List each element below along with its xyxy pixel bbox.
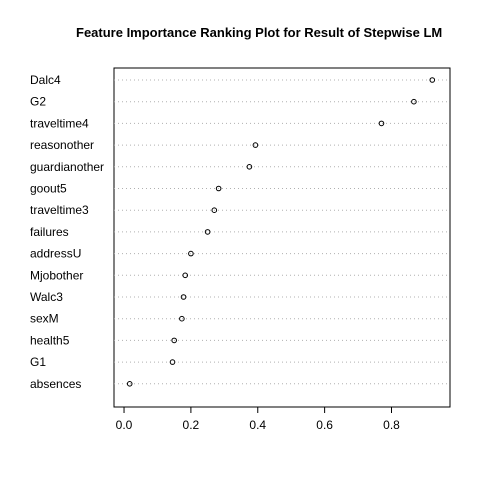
category-label: sexM — [30, 312, 59, 326]
x-tick-label: 0.6 — [316, 418, 333, 432]
category-label: Walc3 — [30, 290, 63, 304]
category-label: Mjobother — [30, 268, 83, 282]
data-point — [169, 359, 176, 365]
category-label: Dalc4 — [30, 73, 61, 87]
category-label: guardianother — [30, 160, 104, 174]
data-point — [378, 120, 385, 127]
grid-lines — [114, 79, 450, 385]
data-point — [188, 250, 194, 257]
data-point — [182, 272, 189, 279]
category-label: goout5 — [30, 182, 67, 196]
category-label: reasonother — [30, 138, 94, 152]
data-point — [171, 337, 177, 344]
category-labels: Dalc4 G2 traveltime4 reasonother guardianoth… — [30, 73, 104, 391]
category-label: traveltime4 — [30, 116, 89, 130]
category-label: failures — [30, 225, 69, 239]
data-point — [411, 98, 417, 105]
data-point — [126, 381, 133, 387]
data-point — [215, 185, 222, 192]
data-point — [429, 77, 436, 83]
category-label: traveltime3 — [30, 203, 89, 217]
category-label: health5 — [30, 333, 70, 347]
data-points — [126, 77, 436, 387]
data-point — [179, 315, 185, 322]
chart-title: Feature Importance Ranking Plot for Resu… — [76, 25, 442, 40]
data-point — [211, 207, 218, 213]
plot-frame — [113, 67, 451, 408]
x-axis: 0.0 0.2 0.4 0.6 0.8 — [116, 406, 400, 432]
data-point — [204, 229, 211, 235]
category-label: absences — [30, 377, 81, 391]
x-tick-label: 0.4 — [249, 418, 266, 432]
x-tick-label: 0.0 — [116, 418, 133, 432]
data-point — [246, 164, 253, 170]
category-label: G1 — [30, 355, 46, 369]
data-point — [252, 142, 259, 148]
category-label: G2 — [30, 95, 46, 109]
data-point — [180, 294, 187, 300]
x-tick-label: 0.2 — [183, 418, 200, 432]
category-label: addressU — [30, 247, 81, 261]
x-tick-label: 0.8 — [383, 418, 400, 432]
